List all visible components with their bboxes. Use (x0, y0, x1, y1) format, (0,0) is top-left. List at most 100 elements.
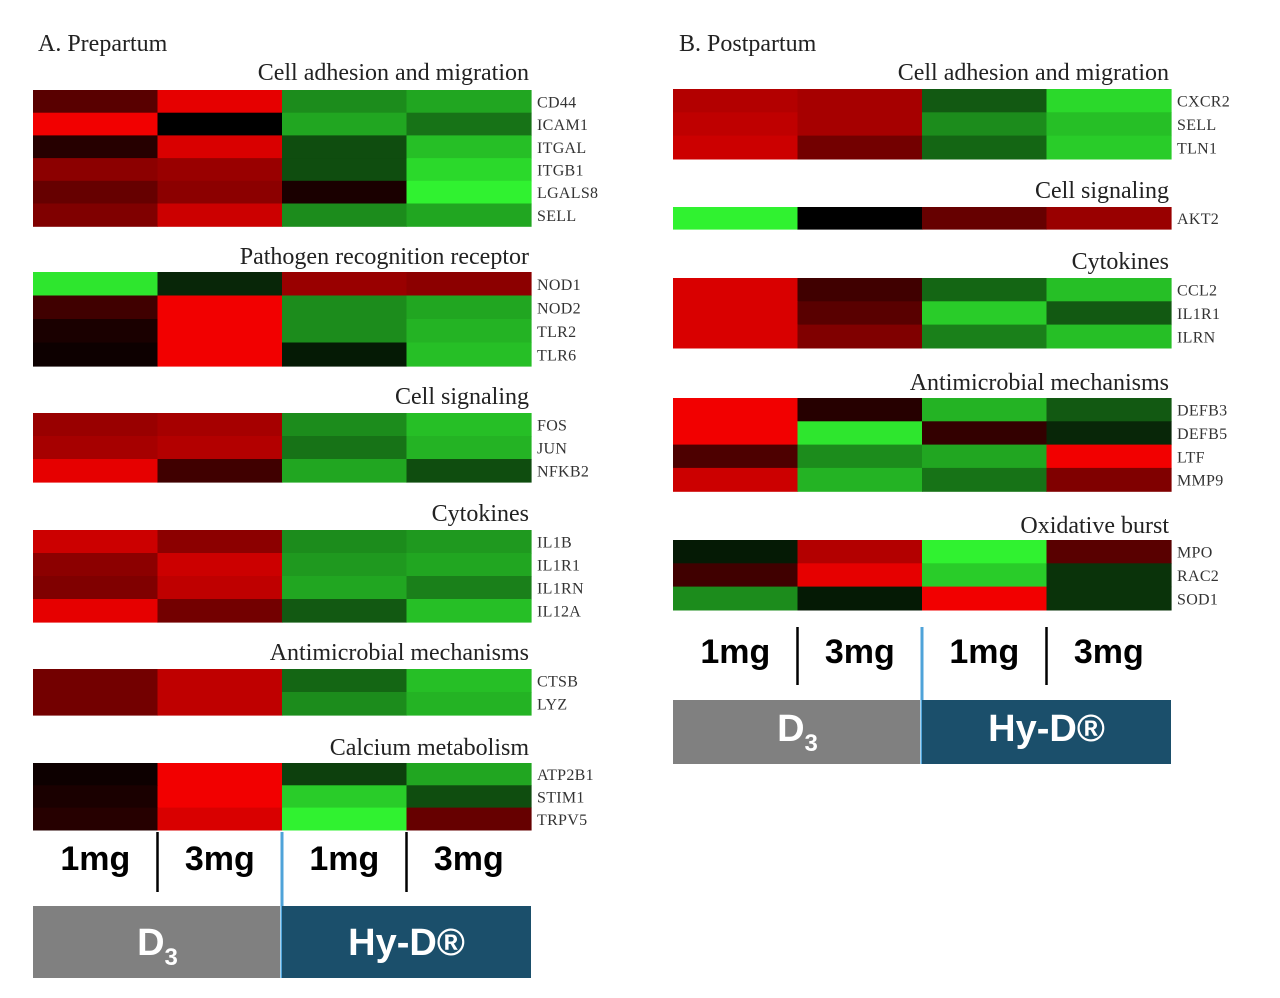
heatmap-cell (33, 272, 159, 297)
heatmap-cell (922, 421, 1048, 446)
gene-label: ITGAL (537, 140, 586, 157)
heatmap-cell (922, 324, 1048, 349)
heatmap-cell (33, 203, 159, 227)
gene-label: NFKB2 (537, 464, 589, 481)
gene-group: Cytokines CCL2 IL1R1 ILRN (673, 249, 1220, 349)
heatmap-cell (673, 324, 799, 349)
gene-group: Oxidative burst MPO RAC2 SOD1 (673, 513, 1219, 611)
dose-label: 1mg (949, 633, 1019, 671)
gene-label: DEFB5 (1177, 426, 1227, 443)
heatmap-cell (282, 807, 408, 831)
gene-label: IL12A (537, 604, 581, 621)
heatmap-cell (1046, 112, 1172, 137)
heatmap-cell (33, 763, 159, 786)
heatmap-cell (33, 553, 159, 577)
gene-group: Antimicrobial mechanisms DEFB3 DEFB5 LTF MMP… (673, 370, 1227, 492)
heatmap-cell (797, 563, 923, 588)
heatmap-cell (282, 158, 408, 182)
heatmap-cell (406, 319, 532, 344)
heatmap-cell (406, 785, 532, 809)
heatmap-cell (1046, 540, 1172, 564)
heatmap-cell (673, 467, 799, 492)
gene-group: Cytokines IL1B IL1R1 IL1RN IL12A (33, 501, 584, 623)
gene-label: LYZ (537, 697, 567, 714)
heatmap-cell (157, 553, 283, 577)
dose-label: 1mg (309, 840, 379, 878)
treatment-label-subscript: 3 (805, 730, 818, 757)
heatmap-cell (922, 563, 1048, 588)
heatmap-cell (157, 530, 283, 554)
heatmap-cell (797, 301, 923, 326)
heatmap-cell (673, 112, 799, 137)
heatmap-cell (673, 444, 799, 469)
heatmap-cell (33, 459, 159, 483)
heatmap-cell (406, 272, 532, 297)
heatmap-cell (33, 319, 159, 344)
heatmap-cell (406, 553, 532, 577)
gene-label: MPO (1177, 545, 1213, 562)
heatmap-cell (157, 669, 283, 693)
heatmap-cell (922, 444, 1048, 469)
heatmap-cell (797, 467, 923, 492)
dose-label: 3mg (825, 633, 895, 671)
heatmap-cell (673, 207, 799, 230)
heatmap-cell (922, 207, 1048, 230)
heatmap-cell (157, 692, 283, 716)
heatmap-cell (33, 112, 159, 136)
heatmap-cell (33, 295, 159, 320)
heatmap-cell (282, 295, 408, 320)
heatmap-cell (157, 319, 283, 344)
heatmap-cell (33, 90, 159, 114)
heatmap-cell (282, 319, 408, 344)
gene-label: LGALS8 (537, 185, 598, 202)
gene-label: SELL (1177, 117, 1216, 134)
heatmap-cell (1046, 467, 1172, 492)
heatmap-cell (922, 586, 1048, 611)
heatmap-cell (157, 459, 283, 483)
treatment-label-main: Hy-D® (348, 922, 465, 964)
heatmap-cell (922, 135, 1048, 160)
heatmap-cell (797, 540, 923, 564)
gene-group: Cell signaling FOS JUN NFKB2 (33, 384, 589, 483)
heatmap-cell (282, 785, 408, 809)
gene-label: IL1R1 (537, 558, 580, 575)
group-title: Cell adhesion and migration (898, 60, 1169, 86)
heatmap-cell (157, 295, 283, 320)
heatmap-cell (282, 90, 408, 114)
dose-label: 3mg (434, 840, 504, 878)
gene-label: DEFB3 (1177, 403, 1227, 420)
gene-label: NOD1 (537, 277, 581, 294)
group-title: Cell signaling (395, 384, 529, 410)
heatmap-cell (673, 540, 799, 564)
heatmap-cell (673, 135, 799, 160)
heatmap-cell (282, 272, 408, 297)
heatmap-cell (406, 180, 532, 205)
gene-label: RAC2 (1177, 568, 1219, 585)
heatmap-cell (282, 342, 408, 367)
gene-label: CCL2 (1177, 283, 1217, 300)
heatmap-cell (1046, 586, 1172, 611)
heatmap-cell (1046, 444, 1172, 469)
heatmap-cell (33, 413, 159, 437)
heatmap-cell (1046, 324, 1172, 349)
gene-label: ILRN (1177, 329, 1216, 346)
heatmap-cell (922, 398, 1048, 422)
dose-label: 3mg (1074, 633, 1144, 671)
heatmap-cell (282, 203, 408, 227)
gene-label: SOD1 (1177, 591, 1218, 608)
gene-label: TRPV5 (537, 812, 587, 829)
gene-group: Antimicrobial mechanisms CTSB LYZ (33, 640, 578, 716)
heatmap-cell (157, 90, 283, 114)
treatment-label-main: D (137, 922, 164, 964)
treatment-bar (673, 700, 920, 764)
gene-label: LTF (1177, 449, 1205, 466)
gene-group: Cell adhesion and migration CXCR2 SELL TLN1 (673, 60, 1230, 160)
heatmap-cell (1046, 301, 1172, 326)
treatment-label-main: D (777, 708, 804, 750)
group-title: Calcium metabolism (330, 735, 530, 761)
gene-label: ICAM1 (537, 117, 588, 134)
gene-group: Cell adhesion and migration CD44 ICAM1 ITGA… (33, 60, 598, 227)
heatmap-cell (406, 576, 532, 600)
gene-label: CXCR2 (1177, 94, 1230, 111)
